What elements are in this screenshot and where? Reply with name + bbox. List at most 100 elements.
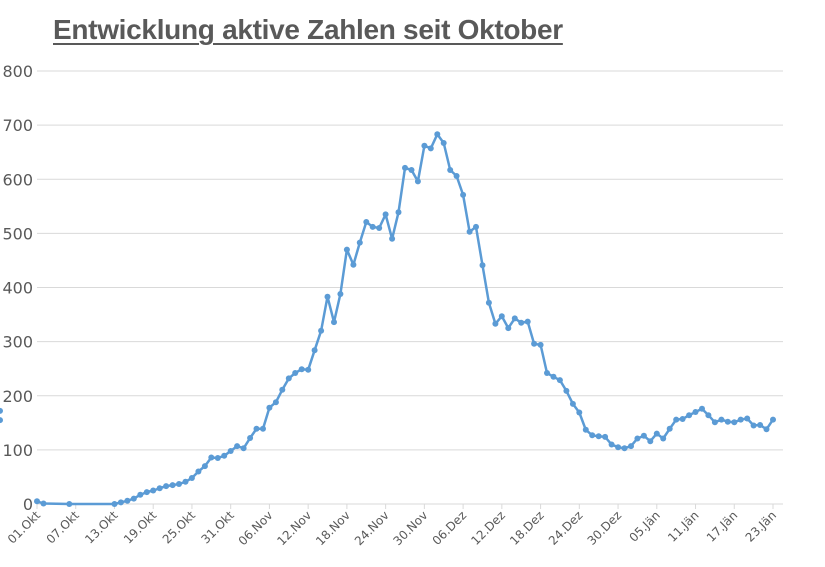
x-tick-label: 31.Okt xyxy=(198,508,237,547)
data-point-marker xyxy=(453,173,460,179)
data-point-marker xyxy=(731,419,738,426)
data-point-marker xyxy=(511,315,518,322)
data-point-marker xyxy=(188,475,195,481)
x-tick-label: 06.Dez xyxy=(430,508,470,548)
data-point-marker xyxy=(272,399,279,406)
data-point-marker xyxy=(214,455,221,461)
x-tick-label: 11.Jän xyxy=(665,508,701,544)
data-point-marker xyxy=(266,404,273,411)
data-point-marker xyxy=(376,225,383,231)
x-tick-label: 24.Nov xyxy=(352,508,392,548)
data-point-marker xyxy=(369,223,376,230)
data-point-marker xyxy=(537,341,544,348)
data-point-marker xyxy=(414,178,421,185)
x-tick-label: 06.Nov xyxy=(236,508,276,548)
data-point-marker xyxy=(666,425,673,432)
y-axis-labels: 0 100 200 300 400 500 600 700 800 xyxy=(2,62,33,514)
x-tick-label: 17.Jän xyxy=(704,508,740,544)
data-point-marker xyxy=(182,478,189,485)
y-tick-label: 0 xyxy=(23,495,33,514)
x-tick-label: 12.Nov xyxy=(274,508,314,548)
data-point-marker xyxy=(724,418,731,425)
data-point-marker xyxy=(582,426,589,433)
data-point-marker xyxy=(531,340,538,347)
data-point-marker xyxy=(524,318,531,325)
data-point-marker xyxy=(156,485,163,492)
data-point-marker xyxy=(737,416,744,423)
data-point-marker xyxy=(595,433,602,440)
data-point-marker xyxy=(485,299,492,306)
data-point-marker xyxy=(427,145,434,152)
data-point-marker xyxy=(763,426,770,433)
y-tick-label: 700 xyxy=(2,116,33,135)
data-point-marker xyxy=(292,370,299,376)
data-point-marker xyxy=(117,499,124,506)
data-point-marker xyxy=(576,409,583,416)
data-point-marker xyxy=(653,430,660,437)
data-point-marker xyxy=(518,319,525,326)
data-point-marker xyxy=(718,416,725,423)
data-point-marker xyxy=(408,167,415,173)
y-tick-label: 400 xyxy=(2,279,33,298)
data-point-marker xyxy=(337,291,344,297)
data-point-marker xyxy=(699,405,705,412)
data-point-marker xyxy=(705,412,712,419)
data-point-marker xyxy=(569,400,576,407)
data-point-marker xyxy=(711,419,718,426)
data-point-marker xyxy=(331,319,337,326)
data-point-marker xyxy=(505,325,512,332)
data-point-marker xyxy=(640,432,647,439)
data-point-marker xyxy=(602,433,609,440)
data-point-marker xyxy=(111,501,118,507)
x-tick-label: 07.Okt xyxy=(44,508,83,547)
data-point-marker xyxy=(589,432,596,439)
series-line xyxy=(36,133,775,506)
data-point-marker xyxy=(201,463,208,470)
x-tick-label: 13.Okt xyxy=(82,508,121,547)
data-point-marker xyxy=(770,416,776,423)
data-point-marker xyxy=(176,481,182,487)
y-tick-label: 800 xyxy=(2,62,33,81)
data-point-marker xyxy=(260,425,266,432)
data-point-marker xyxy=(556,377,563,384)
data-point-marker xyxy=(34,498,40,505)
data-point-marker xyxy=(498,313,505,320)
data-point-marker xyxy=(143,489,150,496)
data-point-marker xyxy=(169,482,176,489)
data-point-marker xyxy=(686,412,693,419)
data-point-marker xyxy=(0,417,3,424)
y-tick-label: 200 xyxy=(2,387,33,406)
x-tick-label: 18.Nov xyxy=(313,508,353,548)
data-point-marker xyxy=(544,370,550,376)
data-point-marker xyxy=(382,211,389,218)
x-tick-label: 19.Okt xyxy=(121,508,160,547)
data-point-marker xyxy=(402,164,408,171)
data-point-marker xyxy=(124,497,131,504)
data-point-marker xyxy=(492,320,499,327)
data-point-marker xyxy=(473,223,479,230)
data-point-marker xyxy=(279,386,286,393)
data-point-marker xyxy=(227,448,234,454)
data-point-marker xyxy=(240,445,247,452)
data-point-marker xyxy=(550,373,557,380)
data-point-marker xyxy=(208,454,215,461)
data-point-marker xyxy=(460,191,467,198)
data-point-marker xyxy=(647,438,654,445)
data-point-marker xyxy=(660,435,667,442)
data-point-marker xyxy=(0,407,3,414)
data-point-marker xyxy=(130,495,137,502)
data-point-marker xyxy=(608,441,615,448)
data-point-marker xyxy=(221,452,228,459)
data-point-marker xyxy=(563,387,570,394)
data-point-marker xyxy=(634,435,641,442)
data-point-marker xyxy=(466,228,473,235)
data-series-aktive-zahlen xyxy=(0,131,776,507)
data-point-marker xyxy=(305,366,312,373)
data-point-marker xyxy=(318,327,325,334)
data-point-marker xyxy=(343,246,350,253)
gridlines xyxy=(37,70,783,505)
data-point-marker xyxy=(440,140,447,146)
y-tick-label: 300 xyxy=(2,333,33,352)
data-point-marker xyxy=(447,167,454,173)
